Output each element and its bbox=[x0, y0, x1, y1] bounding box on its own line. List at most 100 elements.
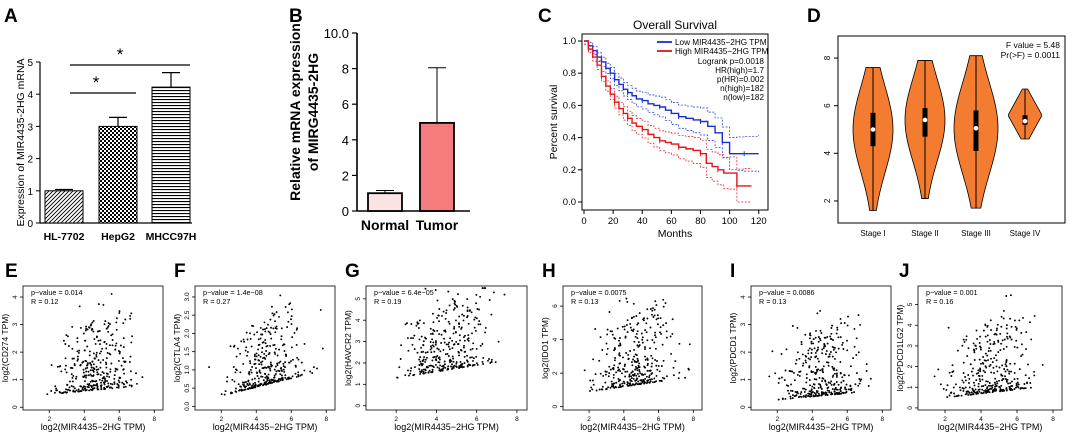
j-point bbox=[1004, 370, 1007, 373]
j-point bbox=[1006, 337, 1009, 340]
a-y-tick-label: 4 bbox=[27, 90, 33, 101]
h-point bbox=[614, 385, 617, 388]
i-point bbox=[798, 370, 801, 373]
f-point bbox=[278, 348, 281, 351]
panel-letter-e: E bbox=[5, 261, 18, 282]
g-point bbox=[419, 373, 422, 375]
e-point bbox=[83, 349, 86, 352]
i-point bbox=[808, 333, 811, 336]
g-x-tick-label: 2 bbox=[394, 416, 398, 423]
g-point bbox=[466, 316, 468, 319]
e-point bbox=[114, 367, 117, 370]
j-point bbox=[1015, 328, 1018, 331]
g-point bbox=[440, 333, 443, 336]
e-point bbox=[93, 338, 96, 341]
j-point bbox=[997, 351, 1000, 354]
e-point bbox=[122, 337, 125, 340]
h-point bbox=[660, 365, 663, 367]
h-x-tick-label: 2 bbox=[587, 416, 591, 423]
f-point bbox=[286, 326, 289, 329]
f-point bbox=[297, 371, 300, 374]
g-point bbox=[423, 356, 426, 359]
g-point bbox=[452, 360, 455, 363]
g-point bbox=[436, 316, 439, 319]
j-point bbox=[1002, 388, 1005, 391]
e-point bbox=[59, 365, 62, 368]
j-point bbox=[1006, 368, 1009, 371]
g-point bbox=[503, 293, 506, 296]
f-x-axis-title: log2(MIR4435−2HG TPM) bbox=[213, 422, 318, 432]
g-point bbox=[406, 337, 409, 340]
j-point bbox=[1009, 388, 1012, 390]
f-point bbox=[251, 366, 254, 368]
i-point bbox=[817, 392, 820, 395]
f-point bbox=[274, 347, 277, 350]
h-point bbox=[604, 381, 607, 384]
j-point bbox=[1025, 348, 1027, 351]
j-point bbox=[962, 387, 965, 390]
g-point bbox=[432, 345, 435, 348]
f-point bbox=[262, 357, 264, 360]
f-point bbox=[266, 344, 269, 347]
f-point bbox=[268, 380, 271, 382]
g-point bbox=[429, 345, 432, 348]
g-point bbox=[444, 317, 447, 320]
i-point bbox=[804, 333, 807, 336]
g-point bbox=[452, 332, 455, 335]
e-point bbox=[97, 373, 100, 376]
f-point bbox=[243, 340, 246, 343]
g-point bbox=[442, 364, 445, 367]
i-x-tick-label: 8 bbox=[880, 416, 884, 423]
i-point bbox=[798, 357, 801, 360]
i-point bbox=[817, 340, 820, 343]
e-point bbox=[106, 380, 108, 382]
f-point bbox=[294, 372, 297, 375]
h-plot-frame bbox=[562, 285, 703, 411]
g-point bbox=[406, 322, 408, 325]
g-point bbox=[444, 366, 447, 369]
g-point bbox=[422, 344, 425, 346]
h-point bbox=[661, 343, 664, 346]
i-point bbox=[827, 355, 830, 358]
h-point bbox=[656, 323, 659, 326]
e-point bbox=[109, 323, 111, 326]
j-point bbox=[956, 349, 959, 352]
f-point bbox=[251, 378, 254, 381]
g-point bbox=[429, 364, 432, 367]
h-point bbox=[648, 376, 651, 379]
j-point bbox=[988, 347, 991, 350]
j-point bbox=[1014, 325, 1017, 328]
g-point bbox=[458, 334, 461, 337]
j-point bbox=[953, 392, 956, 395]
e-point bbox=[104, 361, 107, 364]
g-point bbox=[466, 306, 469, 309]
h-point bbox=[655, 304, 658, 307]
i-point bbox=[810, 389, 813, 392]
h-point bbox=[624, 336, 627, 339]
h-point bbox=[646, 369, 649, 372]
g-point bbox=[448, 341, 451, 344]
e-point bbox=[56, 365, 59, 368]
h-y-tick-label: 6 bbox=[552, 304, 559, 308]
j-point bbox=[968, 382, 970, 384]
e-point bbox=[82, 332, 85, 335]
j-point bbox=[993, 372, 995, 374]
i-point bbox=[815, 349, 818, 352]
j-point bbox=[1015, 386, 1017, 389]
j-point bbox=[979, 335, 982, 338]
panel-letter-a: A bbox=[4, 6, 18, 27]
h-point bbox=[607, 375, 610, 378]
h-point bbox=[615, 381, 618, 384]
i-point bbox=[810, 356, 813, 359]
h-point bbox=[656, 314, 659, 317]
g-point bbox=[455, 305, 458, 307]
g-point bbox=[431, 332, 434, 335]
f-point bbox=[243, 381, 246, 384]
e-point bbox=[97, 368, 100, 371]
h-point bbox=[613, 349, 616, 352]
h-point bbox=[651, 309, 654, 312]
g-y-tick-label: 0 bbox=[355, 404, 362, 408]
e-point bbox=[106, 351, 109, 354]
